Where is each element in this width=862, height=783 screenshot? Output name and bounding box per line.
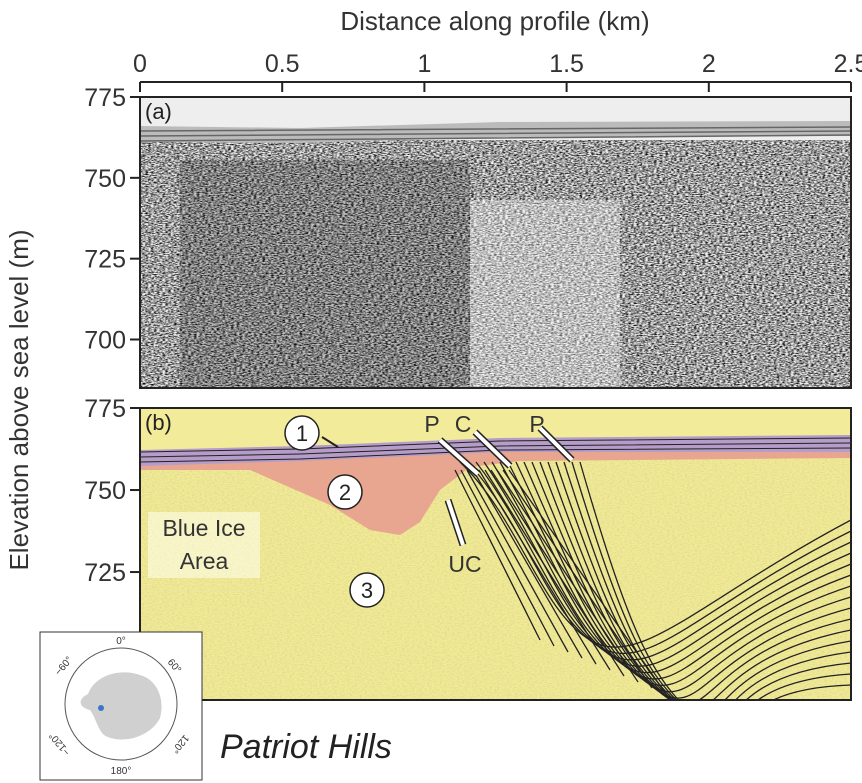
x-tick-label: 0.5: [265, 50, 300, 78]
annotation: P: [529, 411, 544, 437]
annotation: P: [424, 411, 439, 437]
x-tick-label: 2.5: [834, 50, 862, 78]
stratum: [472, 469, 583, 659]
inset-label: 0°: [116, 636, 126, 647]
x-axis-label: Distance along profile (km): [340, 6, 649, 36]
annotation: UC: [448, 551, 481, 577]
stratum: [478, 469, 597, 665]
x-tick-label: 1.5: [549, 50, 584, 78]
layer-marker: [284, 415, 320, 451]
x-tick-label: 0: [133, 50, 147, 78]
stratum: [579, 461, 851, 700]
panel-label: (b): [145, 410, 172, 435]
stratum: [490, 469, 625, 677]
y-tick-label: 725: [84, 559, 126, 587]
arrow: [321, 436, 339, 448]
stratum: [555, 461, 851, 700]
inset-map: [39, 631, 203, 781]
annotation: 3: [361, 578, 373, 603]
annotation: 1: [296, 421, 308, 446]
y-tick-label: 750: [84, 477, 126, 505]
stratum: [496, 469, 639, 683]
interpretation-image: [140, 408, 851, 700]
layer-marker: [327, 474, 363, 510]
layer-marker: [349, 572, 385, 608]
stratum: [547, 461, 851, 700]
stratum: [484, 469, 611, 671]
panel-label: (a): [145, 99, 172, 124]
y-tick-label: 700: [84, 327, 126, 355]
y-tick-label: 775: [84, 395, 126, 423]
panel-frame: [139, 407, 852, 701]
arrows: [438, 426, 574, 546]
y-tick-label: 750: [84, 165, 126, 193]
y-tick-label: 775: [84, 84, 126, 112]
stratum: [460, 469, 555, 647]
y-axis-label: Elevation above sea level (m): [4, 229, 34, 570]
annotation: 2: [339, 480, 351, 505]
panel-frame: [139, 96, 852, 389]
inset-label: 180°: [111, 766, 132, 777]
stratum: [454, 469, 541, 641]
x-tick-label: 1: [417, 50, 431, 78]
stratum: [466, 469, 569, 653]
caption: Patriot Hills: [220, 728, 392, 766]
stratum: [563, 461, 851, 700]
y-tick-label: 725: [84, 246, 126, 274]
x-tick-label: 2: [702, 50, 716, 78]
radargram-image: [140, 97, 851, 388]
annotation: Blue Ice Area: [148, 512, 260, 578]
stratum: [502, 469, 653, 689]
annotation: C: [455, 411, 472, 437]
stratum: [508, 469, 667, 695]
